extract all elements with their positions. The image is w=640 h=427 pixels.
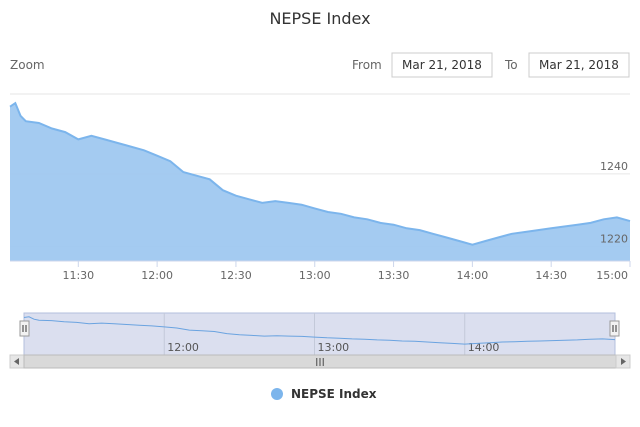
chart-title: NEPSE Index xyxy=(269,9,370,28)
legend-marker-icon xyxy=(271,388,283,400)
navigator-tick-label: 12:00 xyxy=(167,341,199,354)
x-tick-label: 12:00 xyxy=(141,269,173,282)
x-tick-label: 13:00 xyxy=(299,269,331,282)
x-axis-ticks: 11:30 12:00 12:30 13:00 13:30 14:00 14:30 15:00 xyxy=(62,261,631,282)
x-tick-label: 14:30 xyxy=(535,269,567,282)
y-tick-label: 1240 xyxy=(600,160,628,173)
plot-area: 11:30 12:00 12:30 13:00 13:30 14:00 14:30 15:00… xyxy=(9,93,631,282)
zoom-label: Zoom xyxy=(10,58,45,72)
scrollbar-grip-icon: III xyxy=(315,356,325,369)
y-axis-ticks: 1220 1240 xyxy=(600,160,628,246)
scroll-right-arrow-icon xyxy=(621,358,626,365)
x-tick-label: 11:30 xyxy=(62,269,94,282)
to-label: To xyxy=(504,58,518,72)
scroll-left-arrow-icon xyxy=(14,358,19,365)
y-tick-label: 1220 xyxy=(600,232,628,245)
from-date-input-box[interactable] xyxy=(391,52,493,78)
from-label: From xyxy=(352,58,382,72)
series-line xyxy=(9,101,631,246)
navigator[interactable]: 12:00 13:00 14:00 xyxy=(19,312,620,356)
to-date-value: Mar 21, 2018 xyxy=(539,58,619,72)
legend[interactable]: NEPSE Index xyxy=(271,387,377,401)
to-date-input[interactable]: Mar 21, 2018 xyxy=(528,52,630,78)
x-tick-label: 13:30 xyxy=(378,269,410,282)
from-date-value: Mar 21, 2018 xyxy=(402,58,482,72)
navigator-left-handle[interactable] xyxy=(19,320,30,337)
navigator-tick-label: 13:00 xyxy=(317,341,349,354)
navigator-tick-label: 14:00 xyxy=(468,341,500,354)
x-tick-label: 12:30 xyxy=(220,269,252,282)
series-area xyxy=(10,103,630,261)
navigator-right-handle[interactable] xyxy=(609,320,620,337)
from-date-input[interactable]: Mar 21, 2018 xyxy=(391,52,493,78)
scrollbar[interactable]: III xyxy=(9,354,631,369)
x-tick-label: 15:00 xyxy=(596,269,628,282)
navigator-ticks: 12:00 13:00 14:00 xyxy=(163,313,500,355)
x-tick-label: 14:00 xyxy=(457,269,489,282)
navigator-series-line xyxy=(23,316,616,345)
legend-label[interactable]: NEPSE Index xyxy=(291,387,377,401)
to-date-input-box[interactable] xyxy=(528,52,630,78)
